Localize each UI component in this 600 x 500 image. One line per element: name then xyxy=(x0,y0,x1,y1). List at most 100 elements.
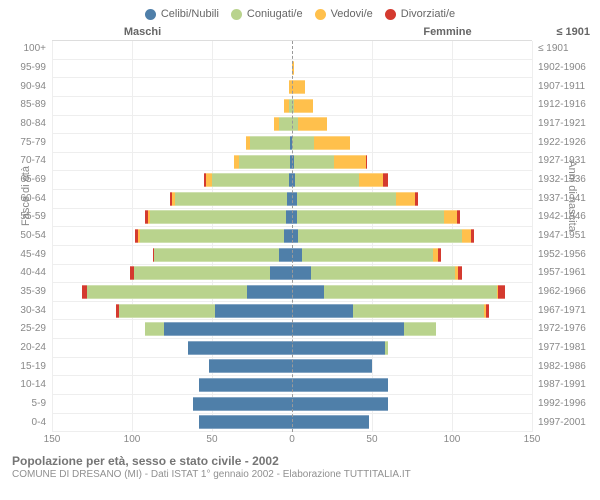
bar-segment xyxy=(383,173,388,187)
bar-segment xyxy=(284,229,292,243)
female-half xyxy=(292,209,532,227)
x-axis: 15010050050100150 xyxy=(10,434,590,448)
age-label: 85-89 xyxy=(10,96,46,115)
male-half xyxy=(52,395,292,413)
bar-segment xyxy=(314,136,349,150)
center-line xyxy=(292,41,293,432)
bar-segment xyxy=(324,285,497,299)
birth-year-labels: ≤ 19011902-19061907-19111912-19161917-19… xyxy=(532,40,590,432)
age-label: 65-69 xyxy=(10,171,46,190)
legend-item: Coniugati/e xyxy=(231,8,303,20)
bar-segment xyxy=(188,341,292,355)
legend-label: Coniugati/e xyxy=(247,8,303,20)
birth-label: 1972-1976 xyxy=(538,320,590,339)
legend-item: Celibi/Nubili xyxy=(145,8,219,20)
male-half xyxy=(52,116,292,134)
bar-segment xyxy=(471,229,474,243)
bar-segment xyxy=(279,248,292,262)
caption-subtitle: COMUNE DI DRESANO (MI) - Dati ISTAT 1° g… xyxy=(12,469,590,480)
bar-segment xyxy=(457,210,460,224)
bar-segment xyxy=(199,415,292,429)
female-half xyxy=(292,414,532,432)
bar-segment xyxy=(294,99,313,113)
birth-label: 1907-1911 xyxy=(538,77,590,96)
gridline xyxy=(532,41,533,432)
birth-label: 1982-1986 xyxy=(538,357,590,376)
x-tick: 0 xyxy=(289,434,295,445)
bar-segment xyxy=(366,155,368,169)
male-half xyxy=(52,78,292,96)
bar-segment xyxy=(292,136,314,150)
female-half xyxy=(292,246,532,264)
legend-label: Vedovi/e xyxy=(331,8,373,20)
x-tick: 50 xyxy=(206,434,217,445)
male-half xyxy=(52,134,292,152)
x-tick: 50 xyxy=(366,434,377,445)
bar-segment xyxy=(250,136,290,150)
female-half xyxy=(292,171,532,189)
bar-segment xyxy=(353,304,484,318)
x-tick: 150 xyxy=(524,434,541,445)
bar-segment xyxy=(295,173,359,187)
bar-segment xyxy=(297,210,444,224)
female-half xyxy=(292,395,532,413)
birth-label: 1942-1946 xyxy=(538,208,590,227)
birth-label: 1902-1906 xyxy=(538,59,590,78)
bar-segment xyxy=(385,341,388,355)
male-half xyxy=(52,209,292,227)
bar-segment xyxy=(292,248,302,262)
bar-segment xyxy=(297,192,396,206)
female-half xyxy=(292,320,532,338)
bar-segment xyxy=(193,397,292,411)
bar-segment xyxy=(175,192,287,206)
female-half xyxy=(292,134,532,152)
x-tick: 150 xyxy=(44,434,61,445)
male-half xyxy=(52,97,292,115)
bar-segment xyxy=(498,285,504,299)
bar-segment xyxy=(404,322,436,336)
birth-label: 1937-1941 xyxy=(538,189,590,208)
age-label: 60-64 xyxy=(10,189,46,208)
female-half xyxy=(292,339,532,357)
age-label: 20-24 xyxy=(10,339,46,358)
bar-segment xyxy=(164,322,292,336)
header-female: Femmine xyxy=(295,26,530,38)
bar-segment xyxy=(486,304,489,318)
bar-segment xyxy=(215,304,292,318)
female-half xyxy=(292,60,532,78)
bar-segment xyxy=(292,80,305,94)
population-pyramid-chart: Fasce di età Anni di nascita Celibi/Nubi… xyxy=(0,0,600,500)
bar-segment xyxy=(292,322,404,336)
female-half xyxy=(292,358,532,376)
bar-segment xyxy=(292,266,311,280)
male-half xyxy=(52,358,292,376)
age-label: 35-39 xyxy=(10,283,46,302)
birth-label: 1927-1931 xyxy=(538,152,590,171)
birth-label: 1957-1961 xyxy=(538,264,590,283)
bar-segment xyxy=(294,155,334,169)
bar-segment xyxy=(298,117,327,131)
column-headers: Maschi Femmine ≤ 1901 xyxy=(10,26,590,38)
age-label: 80-84 xyxy=(10,115,46,134)
bar-segment xyxy=(292,304,353,318)
male-half xyxy=(52,227,292,245)
bar-segment xyxy=(87,285,247,299)
bar-segment xyxy=(292,415,369,429)
bar-segment xyxy=(134,266,270,280)
birth-label: 1922-1926 xyxy=(538,133,590,152)
bar-segment xyxy=(150,210,286,224)
female-half xyxy=(292,116,532,134)
female-half xyxy=(292,41,532,59)
legend-swatch xyxy=(315,9,326,20)
legend-item: Divorziati/e xyxy=(385,8,455,20)
female-half xyxy=(292,153,532,171)
legend-item: Vedovi/e xyxy=(315,8,373,20)
header-male: Maschi xyxy=(60,26,295,38)
male-half xyxy=(52,283,292,301)
male-half xyxy=(52,265,292,283)
birth-label: 1947-1951 xyxy=(538,227,590,246)
birth-label: 1997-2001 xyxy=(538,413,590,432)
bar-segment xyxy=(292,341,385,355)
legend-swatch xyxy=(145,9,156,20)
age-label: 40-44 xyxy=(10,264,46,283)
